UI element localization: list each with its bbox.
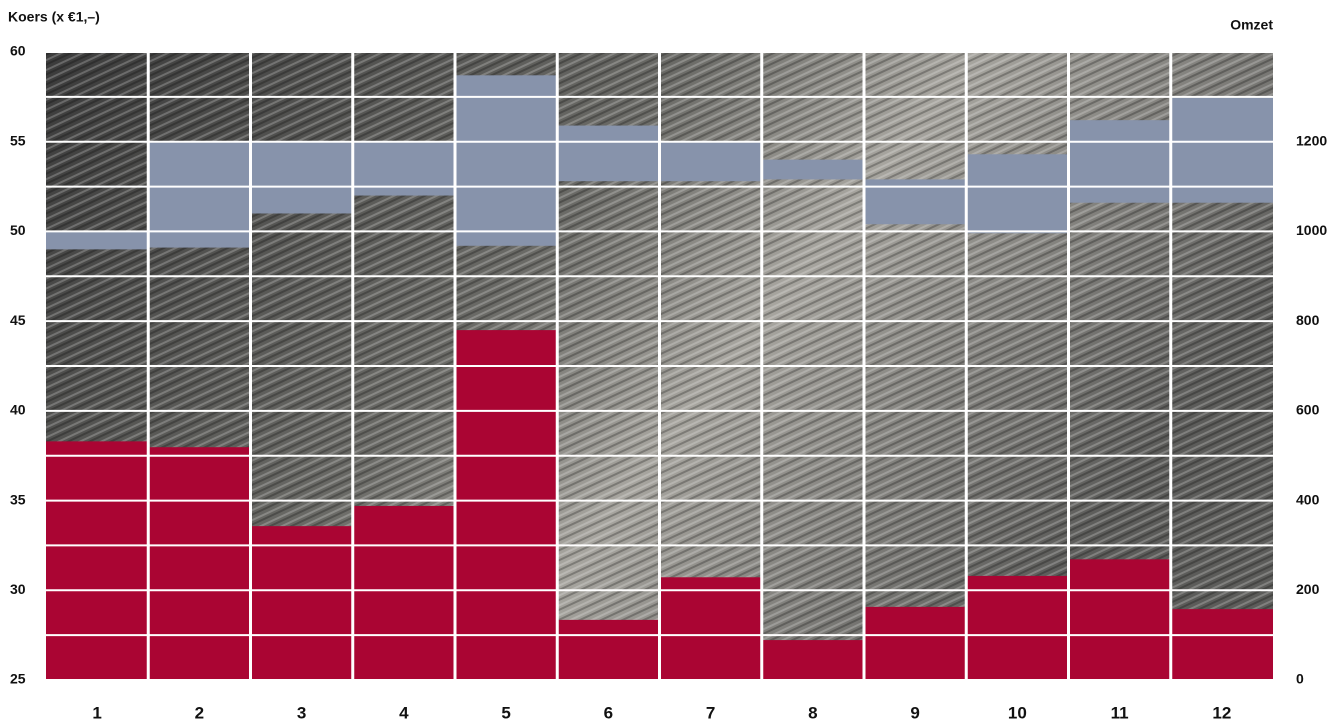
y-axis-label: Koers (x €1,–) [8, 9, 100, 25]
price-range-bar [761, 159, 864, 180]
revenue-bar [455, 330, 558, 680]
revenue-bar [557, 619, 660, 680]
y-tick-label: 35 [10, 491, 26, 507]
x-tick-label: 12 [1212, 703, 1231, 722]
price-range-bar [659, 141, 762, 182]
y-tick-label: 30 [10, 581, 26, 597]
x-tick-label: 6 [604, 703, 613, 722]
revenue-bar [1170, 609, 1273, 680]
y-tick-label: 40 [10, 402, 26, 418]
revenue-bar [659, 577, 762, 680]
x-tick-label: 11 [1111, 703, 1129, 722]
y-tick-label: 50 [10, 222, 26, 238]
y-tick-label: 25 [10, 671, 26, 687]
x-tick-label: 5 [501, 703, 510, 722]
price-range-bar [455, 75, 558, 246]
price-range-bar [46, 231, 149, 250]
price-range-bar [148, 141, 251, 248]
y2-axis-label: Omzet [1230, 17, 1273, 33]
y-tick-label: 55 [10, 132, 26, 148]
price-range-bar [250, 141, 353, 214]
y2-tick-label: 800 [1296, 312, 1320, 328]
price-range-bar [1068, 120, 1171, 203]
y2-tick-label: 400 [1296, 491, 1320, 507]
revenue-bar [148, 447, 251, 680]
price-range-bar [966, 154, 1069, 234]
x-tick-label: 8 [808, 703, 817, 722]
revenue-bar [250, 526, 353, 680]
revenue-bar [864, 606, 967, 680]
price-range-bar [557, 125, 660, 182]
x-tick-label: 4 [399, 703, 409, 722]
revenue-bar [1068, 559, 1171, 680]
x-tick-label: 3 [297, 703, 306, 722]
y2-tick-label: 0 [1296, 671, 1304, 687]
revenue-bar [352, 505, 455, 680]
y2-tick-label: 1000 [1296, 222, 1327, 238]
revenue-bar [46, 441, 149, 680]
revenue-bar [966, 575, 1069, 680]
y-tick-label: 45 [10, 312, 26, 328]
x-tick-label: 10 [1008, 703, 1027, 722]
y2-tick-label: 200 [1296, 581, 1320, 597]
y2-tick-label: 600 [1296, 402, 1320, 418]
x-tick-label: 2 [195, 703, 204, 722]
x-tick-label: 1 [92, 703, 101, 722]
price-range-bar [1170, 96, 1273, 203]
revenue-bar [761, 640, 864, 680]
y-tick-label: 60 [10, 43, 26, 59]
x-tick-label: 7 [706, 703, 715, 722]
x-tick-label: 9 [910, 703, 919, 722]
y2-tick-label: 1200 [1296, 132, 1327, 148]
